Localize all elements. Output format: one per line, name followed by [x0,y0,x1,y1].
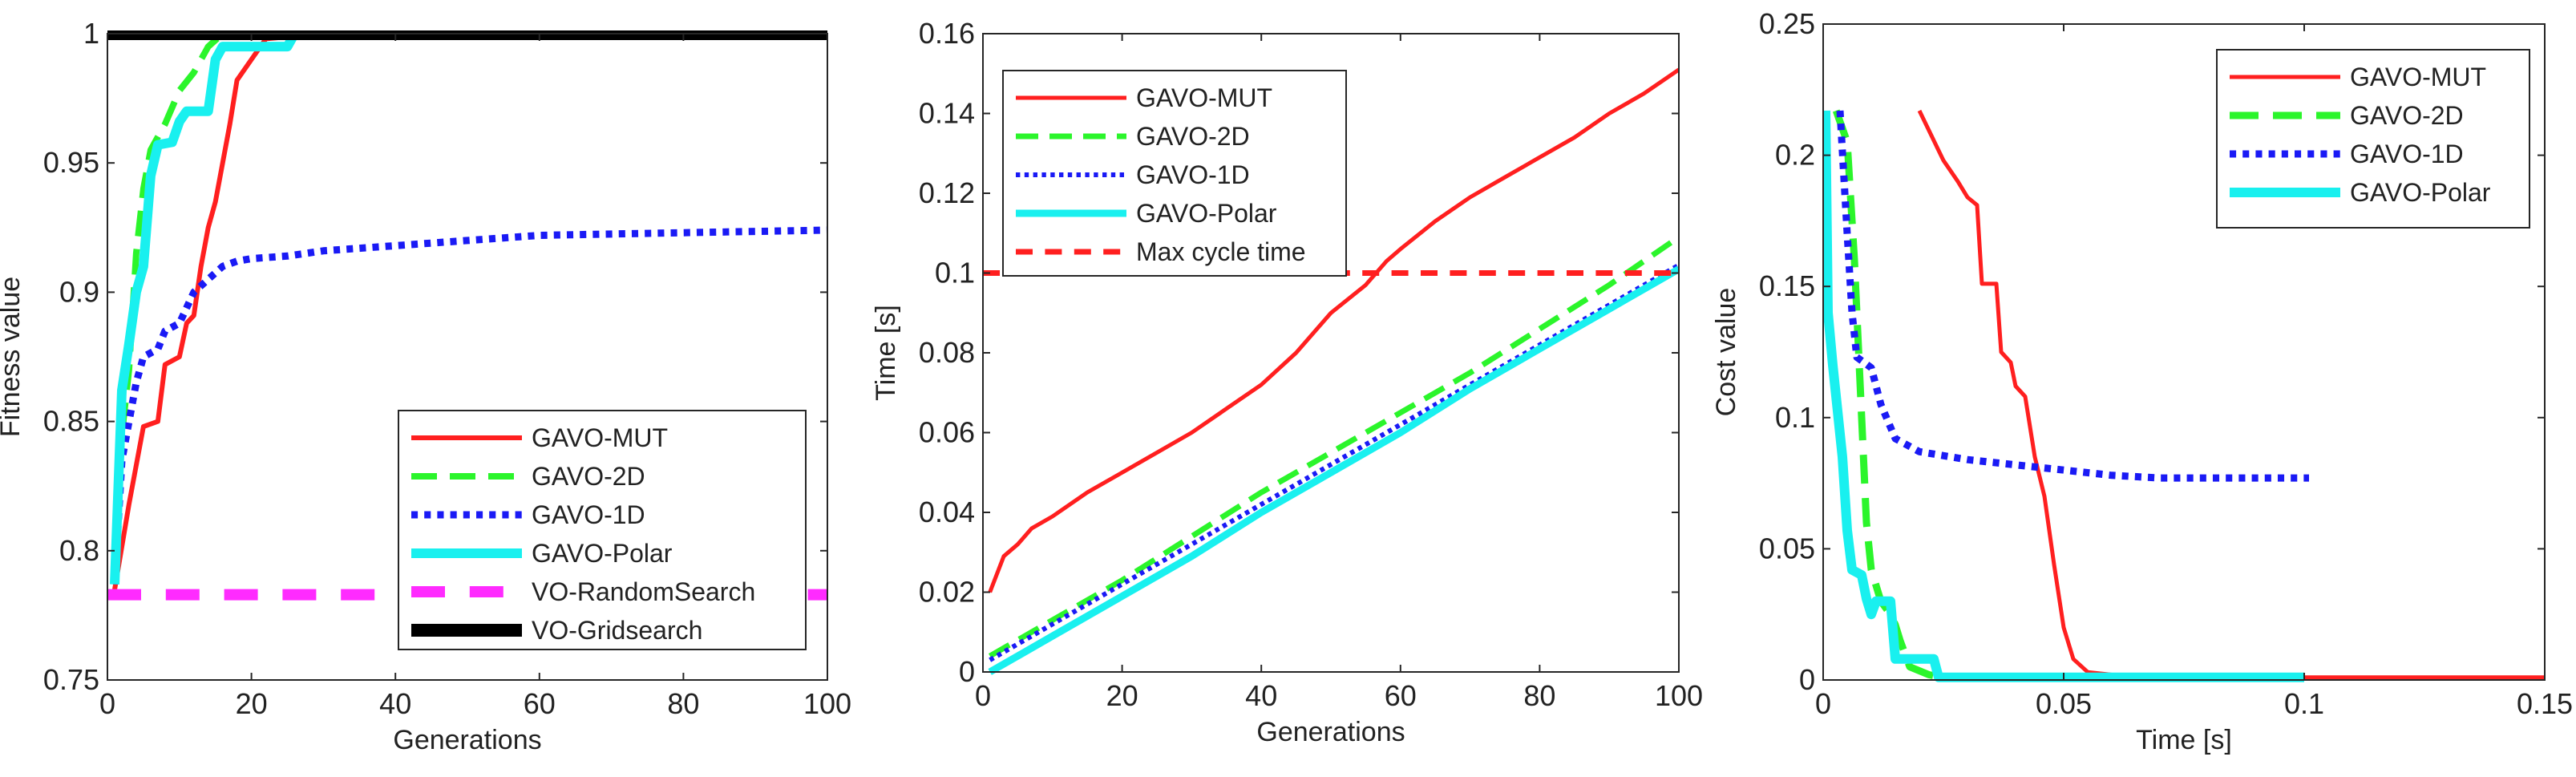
y-tick-label: 0.06 [919,416,975,449]
series-line-gavo-polar [110,30,827,585]
legend-label: GAVO-Polar [2350,178,2491,207]
y-tick-label: 0.85 [43,405,99,438]
y-tick-label: 0.12 [919,176,975,209]
series-line-gavo-mut [988,67,1679,593]
x-axis-title: Time [s] [2136,725,2232,755]
y-tick-label: 0.9 [59,275,99,308]
y-axis-title: Time [s] [871,305,901,401]
legend-label: GAVO-MUT [1136,83,1272,112]
y-tick-label: 0 [1799,663,1815,696]
legend: GAVO-MUT GAVO-2D GAVO-1D GAVO-Polar [2216,49,2530,229]
y-tick-label: 0 [959,655,975,688]
series-line-gavo-mut [112,31,827,590]
chart-2: 0 20 40 60 80 100 0 0.02 0.04 0.06 0.08 0.1 0.12 0.14… [871,17,1703,747]
legend-label: GAVO-1D [1136,160,1250,189]
y-tick-label: 0.75 [43,663,99,696]
y-tick-label: 0.8 [59,534,99,567]
y-tick-label: 0.15 [1759,269,1815,302]
chart-1: 0 20 40 60 80 100 0.75 0.8 0.85 0.9 0.95 1 Generatio… [0,17,851,755]
x-tick-label: 0.15 [2517,687,2573,720]
legend-label: GAVO-Polar [532,539,673,568]
x-tick-label: 80 [1523,679,1555,712]
chart-3: 0 0.05 0.1 0.15 0 0.05 0.1 0.15 0.2 0.25 Time [s] C… [1711,7,2573,755]
legend-label: GAVO-1D [2350,140,2464,168]
x-axis-title: Generations [393,725,541,755]
y-tick-label: 0.2 [1775,139,1815,172]
x-axis-title: Generations [1256,717,1405,747]
y-tick-label: 0.16 [919,17,975,50]
x-tick-label: 100 [803,687,851,720]
x-tick-label: 20 [1106,679,1138,712]
series-line-gavo-polar [1823,110,2304,682]
y-tick-label: 0.04 [919,496,975,528]
y-tick-label: 0.25 [1759,7,1815,40]
legend-box [2216,49,2530,229]
legend-label: GAVO-MUT [2350,63,2486,91]
legend-label: Max cycle time [1136,237,1306,266]
x-tick-label: 100 [1655,679,1703,712]
y-tick-label: 0.02 [919,576,975,609]
x-tick-label: 80 [667,687,699,720]
axes-frame [107,33,828,681]
x-tick-label: 40 [379,687,411,720]
legend-label: GAVO-MUT [532,423,668,452]
series-group [983,67,1679,675]
x-tick-label: 0 [1815,687,1831,720]
y-tick-label: 0.14 [919,97,975,130]
y-axis-title: Fitness value [0,277,26,437]
series-group [1823,109,2545,682]
x-tick-label: 0 [99,687,115,720]
y-tick-label: 0.1 [935,257,975,289]
x-tick-label: 0 [975,679,991,712]
y-tick-label: 1 [83,17,99,50]
series-line-gavo-1d [111,226,827,585]
series-line-gavo-polar [988,265,1679,675]
x-tick-label: 20 [236,687,268,720]
y-axis-title: Cost value [1711,288,1741,417]
series-line-gavo-mut [1917,109,2545,680]
y-tick-label: 0.1 [1775,401,1815,434]
legend: GAVO-MUT GAVO-2D GAVO-1D GAVO-Polar Max cycl… [1002,70,1347,277]
legend-box [398,410,807,650]
series-line-gavo-1d [1836,110,2309,482]
legend-label: GAVO-2D [1136,122,1250,151]
x-tick-label: 60 [1385,679,1417,712]
x-tick-label: 60 [524,687,556,720]
axes-frame [1822,23,2546,681]
legend-label: GAVO-Polar [1136,199,1277,228]
y-tick-label: 0.05 [1759,532,1815,565]
legend: GAVO-MUT GAVO-2D GAVO-1D GAVO-Polar VO-Rando… [398,410,807,650]
legend-label: GAVO-2D [2350,101,2464,130]
legend-label: VO-RandomSearch [532,577,755,606]
y-tick-label: 0.95 [43,146,99,179]
legend-label: VO-Gridsearch [532,616,702,645]
legend-label: GAVO-1D [532,500,645,529]
legend-label: GAVO-2D [532,462,645,491]
x-tick-label: 0.05 [2036,687,2092,720]
x-tick-label: 40 [1245,679,1277,712]
x-tick-label: 0.1 [2284,687,2324,720]
y-tick-label: 0.08 [919,336,975,369]
